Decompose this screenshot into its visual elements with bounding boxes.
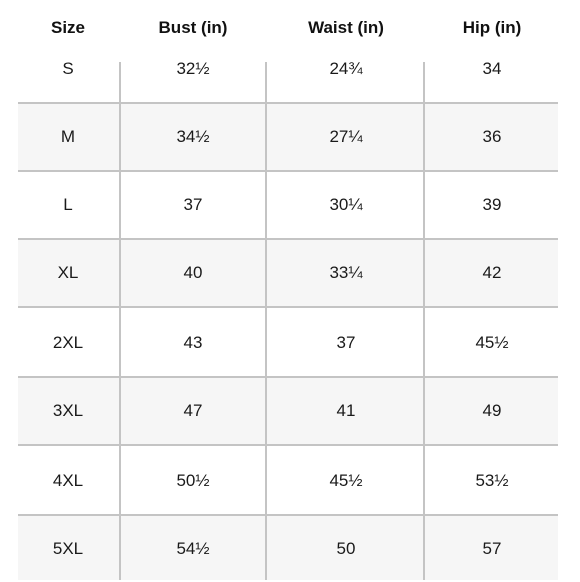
table-row: S 32½ 24¾ 34 xyxy=(18,36,558,104)
hip-cell: 49 xyxy=(482,401,502,420)
bust-cell: 37 xyxy=(183,195,203,214)
hip-cell: 45½ xyxy=(475,333,509,352)
header-waist[interactable]: Waist (in) xyxy=(308,18,384,37)
header-hip[interactable]: Hip (in) xyxy=(462,18,522,37)
hip-cell: 39 xyxy=(482,195,502,214)
hip-cell: 42 xyxy=(482,263,502,282)
waist-cell: 37 xyxy=(336,333,356,352)
table-row: XL 40 33¼ 42 xyxy=(18,240,558,308)
header-size[interactable]: Size xyxy=(50,18,86,37)
bust-cell: 50½ xyxy=(176,471,210,490)
waist-cell: 24¾ xyxy=(329,59,363,78)
bust-cell: 54½ xyxy=(176,539,210,558)
header-bust[interactable]: Bust (in) xyxy=(158,18,228,37)
size-cell: 3XL xyxy=(52,401,84,420)
size-cell: S xyxy=(62,59,74,78)
table-header: Size Bust (in) Waist (in) Hip (in) xyxy=(0,0,580,56)
size-cell: L xyxy=(63,195,73,214)
table-row: 4XL 50½ 45½ 53½ xyxy=(18,448,558,516)
hip-cell: 53½ xyxy=(475,471,509,490)
bust-cell: 43 xyxy=(183,333,203,352)
table-row: L 37 30¼ 39 xyxy=(18,172,558,240)
bust-cell: 34½ xyxy=(176,127,210,146)
waist-cell: 33¼ xyxy=(329,263,363,282)
bust-cell: 47 xyxy=(183,401,203,420)
waist-cell: 41 xyxy=(336,401,356,420)
bust-cell: 32½ xyxy=(176,59,210,78)
waist-cell: 27¼ xyxy=(329,127,363,146)
bust-cell: 40 xyxy=(183,263,203,282)
table-row: M 34½ 27¼ 36 xyxy=(18,104,558,172)
column-divider xyxy=(265,62,267,580)
column-divider xyxy=(423,62,425,580)
size-cell: 2XL xyxy=(52,333,84,352)
waist-cell: 50 xyxy=(336,539,356,558)
size-cell: M xyxy=(60,127,76,146)
size-cell: 4XL xyxy=(52,471,84,490)
waist-cell: 30¼ xyxy=(329,195,363,214)
table-body: S 32½ 24¾ 34 M 34½ 27¼ 36 L 37 30¼ 39 XL… xyxy=(18,0,558,580)
column-divider xyxy=(119,62,121,580)
table-row: 3XL 47 41 49 xyxy=(18,378,558,446)
table-row: 2XL 43 37 45½ xyxy=(18,310,558,378)
waist-cell: 45½ xyxy=(329,471,363,490)
size-cell: XL xyxy=(57,263,79,282)
hip-cell: 57 xyxy=(482,539,502,558)
hip-cell: 34 xyxy=(482,59,502,78)
size-cell: 5XL xyxy=(52,539,84,558)
hip-cell: 36 xyxy=(482,127,502,146)
table-row: 5XL 54½ 50 57 xyxy=(18,516,558,580)
